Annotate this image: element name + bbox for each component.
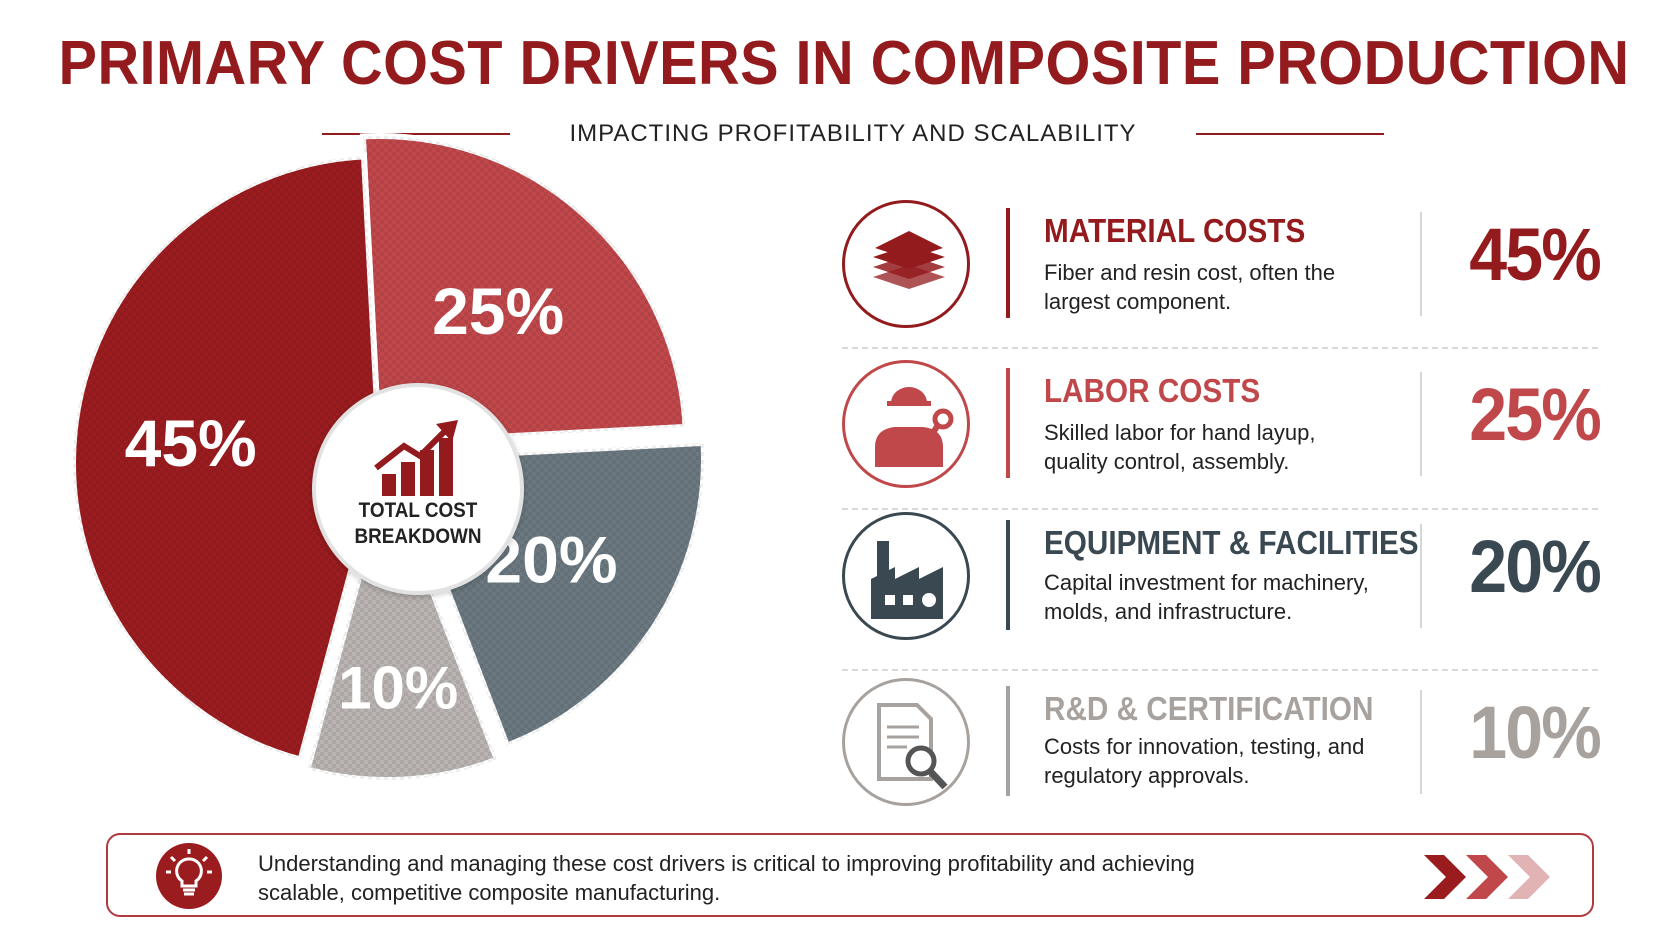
subtitle-row: IMPACTING PROFITABILITY AND SCALABILITY <box>322 119 1384 149</box>
factory-icon <box>842 512 970 640</box>
percent-divider <box>1420 212 1422 316</box>
subtitle-left-rule <box>322 133 510 135</box>
driver-row-equipment-facilities: EQUIPMENT & FACILITIES Capital investmen… <box>838 510 1602 660</box>
subtitle-right-rule <box>1196 133 1384 135</box>
driver-accent-bar <box>1006 368 1010 478</box>
driver-title: R&D & CERTIFICATION <box>1044 690 1374 727</box>
driver-row-labor-costs: LABOR COSTS Skilled labor for hand layup… <box>838 358 1602 508</box>
row-separator <box>842 669 1598 671</box>
percent-divider <box>1420 524 1422 628</box>
pie-center-disc <box>312 383 524 595</box>
driver-description: Fiber and resin cost, often the largest … <box>1044 260 1336 314</box>
driver-accent-bar <box>1006 520 1010 630</box>
driver-percent: 25% <box>1469 373 1602 456</box>
driver-percent: 45% <box>1469 213 1602 296</box>
driver-title: EQUIPMENT & FACILITIES <box>1044 524 1419 561</box>
driver-percent: 20% <box>1469 525 1602 608</box>
driver-description: Skilled labor for hand layup, quality co… <box>1044 420 1316 474</box>
row-separator <box>842 508 1598 510</box>
growth-chart-icon <box>374 420 458 496</box>
driver-title: LABOR COSTS <box>1044 372 1261 409</box>
driver-accent-bar <box>1006 686 1010 796</box>
footer-callout: Understanding and managing these cost dr… <box>106 833 1594 917</box>
subtitle: IMPACTING PROFITABILITY AND SCALABILITY <box>569 120 1137 147</box>
pie-slice-texture <box>362 136 686 443</box>
worker-icon <box>842 360 970 488</box>
driver-title: MATERIAL COSTS <box>1044 212 1306 249</box>
pie-center-label-line-2: BREAKDOWN <box>354 525 482 548</box>
footer-text: Understanding and managing these cost dr… <box>258 851 1195 905</box>
page-title: PRIMARY COST DRIVERS IN COMPOSITE PRODUC… <box>58 29 1630 98</box>
row-separator <box>842 347 1598 349</box>
pie-slice-label: 45% <box>125 406 257 480</box>
driver-row-r-d-certification: R&D & CERTIFICATION Costs for innovation… <box>838 676 1602 826</box>
pie-center-label-line-1: TOTAL COST <box>358 499 478 522</box>
driver-percent: 10% <box>1469 691 1602 774</box>
chevrons-icon <box>1424 855 1550 899</box>
pie-slice-label: 10% <box>338 655 458 722</box>
document-search-icon <box>842 678 970 806</box>
material-layers-icon <box>842 200 970 328</box>
pie-slice-label: 25% <box>432 274 564 348</box>
driver-description: Capital investment for machinery, molds,… <box>1044 570 1369 624</box>
lightbulb-icon <box>156 843 222 909</box>
pie-slice-texture <box>73 156 380 760</box>
pie-center-label: TOTAL COST BREAKDOWN <box>328 498 508 550</box>
driver-row-material-costs: MATERIAL COSTS Fiber and resin cost, oft… <box>838 198 1602 348</box>
pie-slice-texture <box>307 473 498 781</box>
driver-accent-bar <box>1006 208 1010 318</box>
driver-description: Costs for innovation, testing, and regul… <box>1044 734 1365 788</box>
percent-divider <box>1420 372 1422 476</box>
percent-divider <box>1420 690 1422 794</box>
